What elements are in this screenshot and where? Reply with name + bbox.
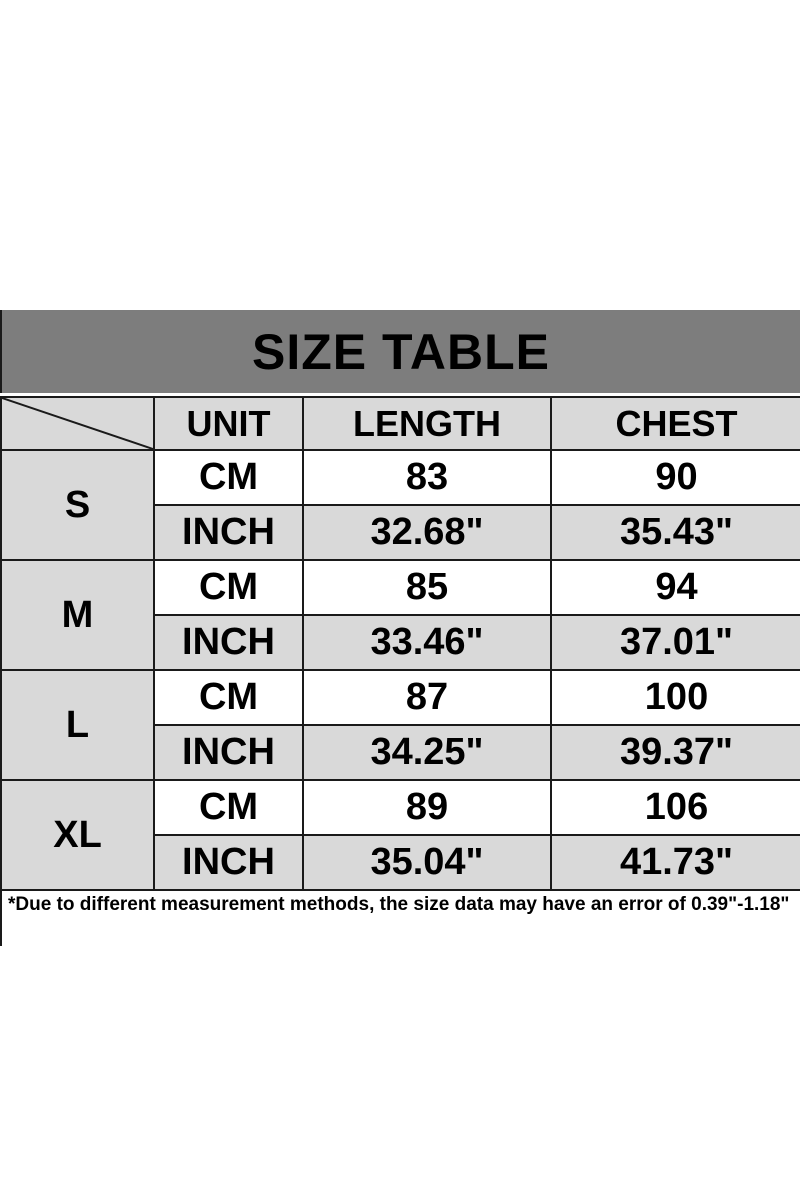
unit-cell: INCH xyxy=(153,724,304,781)
length-cell: 85 xyxy=(302,559,552,616)
length-cell: 89 xyxy=(302,779,552,836)
size-chart-title: SIZE TABLE xyxy=(252,323,550,380)
table-row-s-cm: S CM 83 90 xyxy=(0,449,800,561)
size-label-xl: XL xyxy=(0,779,155,891)
chest-cell: 39.37" xyxy=(550,724,800,781)
unit-cell: CM xyxy=(153,559,304,616)
title-table-divider xyxy=(0,393,800,396)
table-row-xl-inch: INCH 35.04" 41.73" xyxy=(1,834,800,891)
size-label-l: L xyxy=(0,669,155,781)
length-cell: 34.25" xyxy=(302,724,552,781)
length-cell: 32.68" xyxy=(302,504,552,561)
table-row-m-inch: INCH 33.46" 37.01" xyxy=(1,614,800,671)
length-cell: 87 xyxy=(302,669,552,726)
table-row-m-cm: M CM 85 94 xyxy=(0,559,800,671)
size-table: UNIT LENGTH CHEST S CM 83 90 INCH 32.68"… xyxy=(0,396,800,891)
table-row-xl-cm: XL CM 89 106 xyxy=(0,779,800,891)
table-row-l-cm: L CM 87 100 xyxy=(0,669,800,781)
unit-cell: INCH xyxy=(153,834,304,891)
table-row-s-inch: INCH 32.68" 35.43" xyxy=(1,504,800,561)
chest-cell: 90 xyxy=(550,449,800,506)
chest-cell: 41.73" xyxy=(550,834,800,891)
unit-cell: CM xyxy=(153,779,304,836)
measurement-error-footnote: *Due to different measurement methods, t… xyxy=(0,891,800,946)
corner-cell xyxy=(0,396,155,451)
col-header-unit: UNIT xyxy=(153,396,304,451)
size-label-s: S xyxy=(0,449,155,561)
table-row-l-inch: INCH 34.25" 39.37" xyxy=(1,724,800,781)
length-cell: 35.04" xyxy=(302,834,552,891)
size-chart-title-band: SIZE TABLE xyxy=(0,310,800,393)
unit-cell: CM xyxy=(153,449,304,506)
unit-cell: INCH xyxy=(153,614,304,671)
chest-cell: 37.01" xyxy=(550,614,800,671)
unit-cell: INCH xyxy=(153,504,304,561)
chest-cell: 100 xyxy=(550,669,800,726)
size-chart: SIZE TABLE UNIT LENGTH CHEST xyxy=(0,310,800,946)
col-header-length: LENGTH xyxy=(302,396,552,451)
diagonal-line-icon xyxy=(2,398,153,449)
chest-cell: 106 xyxy=(550,779,800,836)
col-header-chest: CHEST xyxy=(550,396,800,451)
size-label-m: M xyxy=(0,559,155,671)
chest-cell: 35.43" xyxy=(550,504,800,561)
length-cell: 33.46" xyxy=(302,614,552,671)
header-row: UNIT LENGTH CHEST xyxy=(0,396,800,451)
chest-cell: 94 xyxy=(550,559,800,616)
unit-cell: CM xyxy=(153,669,304,726)
length-cell: 83 xyxy=(302,449,552,506)
